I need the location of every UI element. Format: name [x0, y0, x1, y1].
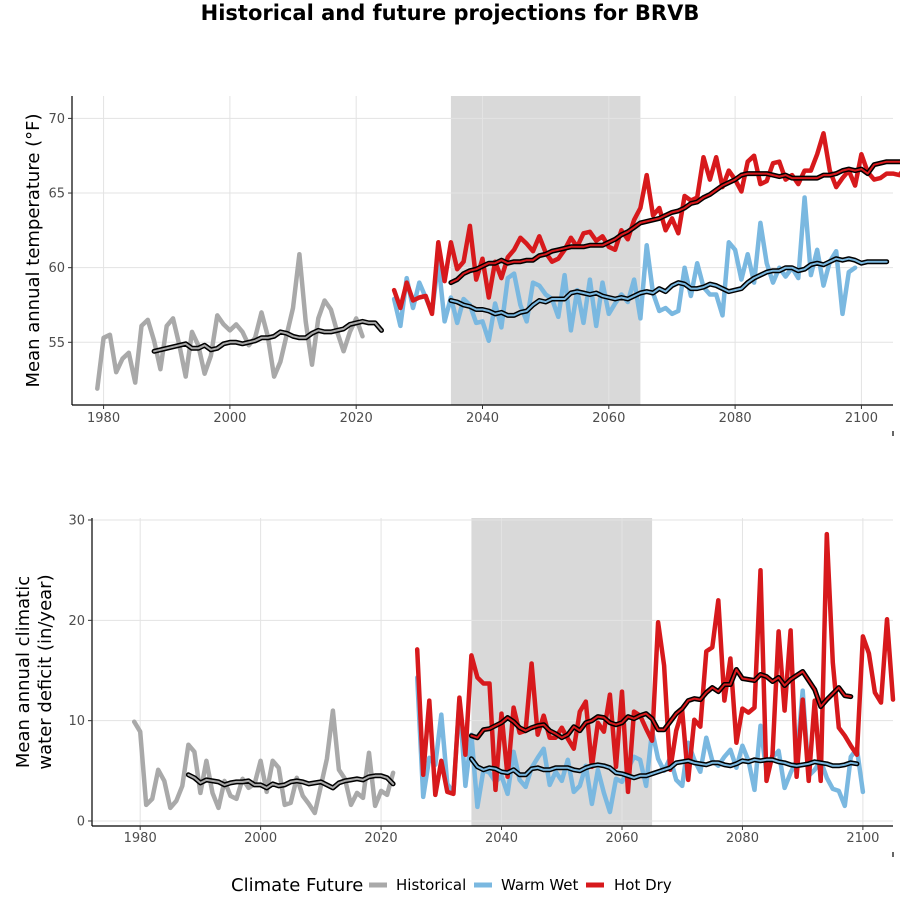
x-tick-label: 2100 — [845, 411, 878, 426]
legend-title: Climate Future — [231, 875, 363, 896]
legend-label-hot-dry: Hot Dry — [614, 876, 672, 894]
water-deficit-panel: 1980 2000 2020 2040 2060 2080 2100 0 10 20 30 Mean … — [13, 514, 896, 857]
x-tick-label: 2060 — [605, 831, 638, 846]
x-tick-label: 2040 — [485, 831, 518, 846]
x-tick-label: 1980 — [124, 831, 157, 846]
series-line-hot-dry — [391, 131, 900, 317]
x-tick-label: 2040 — [466, 411, 499, 426]
x-tick-label: 2000 — [244, 831, 277, 846]
y-tick-label: 70 — [48, 112, 65, 127]
y-tick-label: 55 — [48, 336, 65, 351]
y-tick-label: 60 — [48, 261, 65, 276]
y-tick-label: 30 — [68, 514, 85, 529]
legend: Climate Future Historical Warm Wet Hot D… — [231, 875, 672, 896]
y-axis-label: Mean annual climaticwater deficit (in/ye… — [13, 574, 56, 769]
legend-label-historical: Historical — [396, 876, 466, 894]
series-line-hot-dry — [414, 531, 896, 798]
y-axis-label-line: water deficit (in/year) — [35, 574, 56, 769]
x-tick-label: 2020 — [340, 411, 373, 426]
legend-label-warm-wet: Warm Wet — [501, 876, 579, 894]
y-axis-label: Mean annual temperature (°F) — [23, 113, 44, 387]
smooth-line-warm-wet — [470, 757, 858, 779]
y-tick-label: 0 — [77, 814, 85, 829]
smooth-line-historical — [187, 773, 395, 789]
chart-title: Historical and future projections for BR… — [201, 1, 700, 25]
smooth-line-warm-wet — [449, 257, 888, 317]
x-tick-label: 2000 — [213, 411, 246, 426]
series-line-warm-wet — [414, 675, 866, 815]
series-line-historical — [95, 251, 365, 391]
x-tick-label: 2100 — [846, 831, 879, 846]
y-tick-label: 20 — [68, 614, 85, 629]
x-tick-label: 2020 — [365, 831, 398, 846]
temperature-panel: 1980 2000 2020 2040 2060 2080 2100 55 60 65 70 Mean… — [23, 96, 900, 436]
smooth-line-historical — [153, 320, 383, 353]
y-tick-label: 65 — [48, 187, 65, 202]
y-axis-label-line: Mean annual climatic — [13, 576, 34, 768]
x-tick-label: 2080 — [719, 411, 752, 426]
series-line-historical — [131, 708, 396, 816]
x-tick-label: 2080 — [726, 831, 759, 846]
y-tick-label: 10 — [68, 714, 85, 729]
smooth-line-hot-dry — [470, 668, 852, 739]
smooth-line-hot-dry — [449, 160, 900, 284]
y-axis-label-line: Mean annual temperature (°F) — [23, 113, 44, 387]
x-tick-label: 1980 — [87, 411, 120, 426]
x-tick-label: 2060 — [592, 411, 625, 426]
